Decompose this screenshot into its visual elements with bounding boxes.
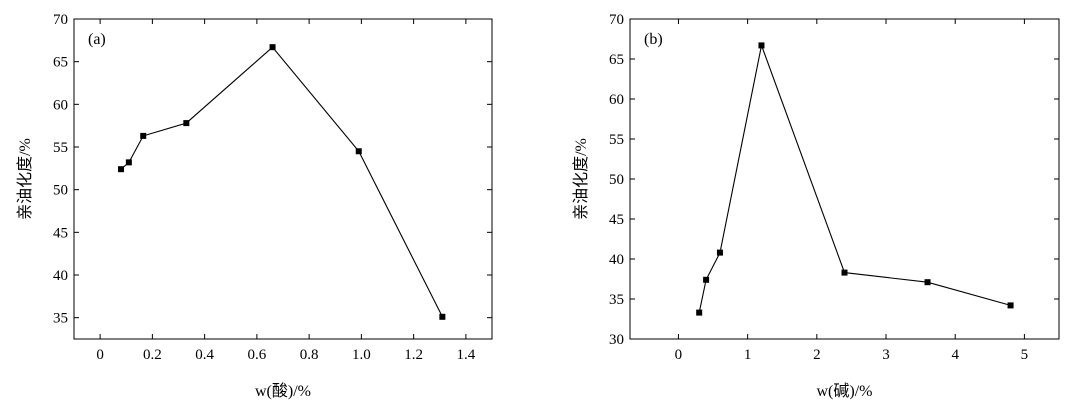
panel-a-x-tick-label: 0.4 xyxy=(195,347,214,363)
panel-b-x-tick-label: 3 xyxy=(882,347,890,363)
panel-b-data-point xyxy=(1007,302,1014,309)
panel-a-data-point xyxy=(118,166,125,173)
panel-a-y-tick-label: 60 xyxy=(53,97,68,113)
panel-b-plot-frame xyxy=(629,18,1060,340)
panel-b-x-axis-label: w(碱)/% xyxy=(817,382,873,400)
panel-a-y-tick-label: 50 xyxy=(53,183,68,199)
panel-a-data-point xyxy=(125,159,132,166)
panel-a-y-tick-label: 40 xyxy=(53,268,68,284)
panel-b-y-tick-label: 35 xyxy=(609,292,624,308)
panel-a-x-tick-label: 1.4 xyxy=(457,347,476,363)
panel-b-label: (b) xyxy=(644,31,663,48)
panel-b-series-line xyxy=(698,43,1011,313)
panel-a-label: (a) xyxy=(88,31,106,48)
panel-a-data-point xyxy=(355,148,362,155)
panel-b-x-tick-label: 2 xyxy=(813,347,821,363)
panel-b-y-tick-label: 70 xyxy=(609,12,624,28)
panel-a-series-line xyxy=(120,46,443,318)
panel-b-y-tick-label: 30 xyxy=(609,332,624,348)
panel-a-y-axis-label: 亲油化度/% xyxy=(16,138,34,220)
panel-b-x-tick-label: 5 xyxy=(1021,347,1029,363)
panel-a-y-tick-label: 35 xyxy=(53,311,68,327)
panel-a-data-point xyxy=(269,44,276,51)
panel-a-x-tick-label: 1.2 xyxy=(404,347,423,363)
panel-a-y-tick-label: 70 xyxy=(53,12,68,28)
panel-a-x-tick-label: 1.0 xyxy=(352,347,371,363)
panel-a-data-point xyxy=(183,120,190,127)
panel-a-x-tick-label: 0.6 xyxy=(248,347,267,363)
panel-a-y-tick-label: 45 xyxy=(53,225,68,241)
panel-a-y-tick-label: 65 xyxy=(53,55,68,71)
panel-b-y-axis-label: 亲油化度/% xyxy=(572,138,590,220)
panel-a-data-point xyxy=(439,313,446,320)
panel-b-data-point xyxy=(924,279,931,286)
panel-a-x-tick-label: 0.2 xyxy=(143,347,162,363)
panel-b-y-tick-label: 65 xyxy=(609,52,624,68)
panel-a-plot-frame xyxy=(73,18,493,340)
panel-b-data-point xyxy=(696,309,703,316)
panel-b-x-tick-label: 4 xyxy=(951,347,959,363)
panel-a-x-tick-label: 0.8 xyxy=(300,347,319,363)
panel-b-y-tick-label: 60 xyxy=(609,92,624,108)
panel-b-x-tick-label: 1 xyxy=(744,347,752,363)
panel-b-y-tick-label: 40 xyxy=(609,252,624,268)
panel-b-x-tick-label: 0 xyxy=(675,347,683,363)
panel-b-y-tick-label: 55 xyxy=(609,132,624,148)
panel-b-y-tick-label: 50 xyxy=(609,172,624,188)
panel-a-y-tick-label: 55 xyxy=(53,140,68,156)
panel-b-data-point xyxy=(716,249,723,256)
panel-b-data-point xyxy=(841,269,848,276)
panel-b-data-point xyxy=(703,276,710,283)
panel-a-x-tick-label: 0 xyxy=(96,347,104,363)
panel-a-data-point xyxy=(140,132,147,139)
panel-b-y-tick-label: 45 xyxy=(609,212,624,228)
panel-b-data-point xyxy=(758,42,765,49)
panel-a-x-axis-label: w(酸)/% xyxy=(255,382,311,400)
